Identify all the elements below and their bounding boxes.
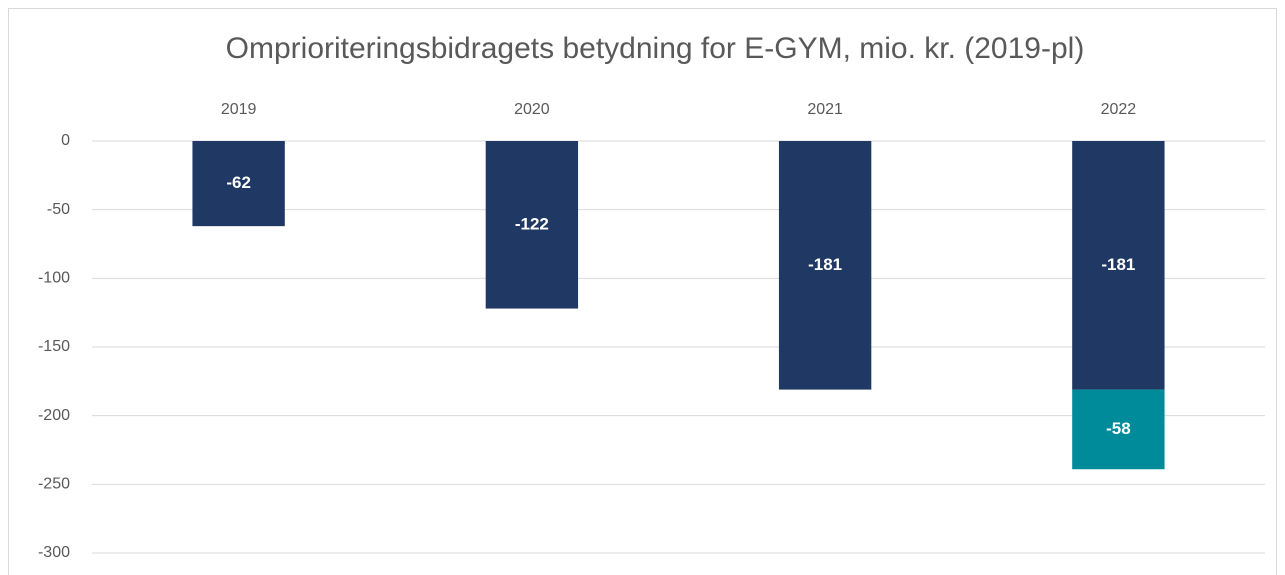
x-tick-label: 2021 (807, 101, 843, 118)
data-label: -122 (515, 214, 549, 233)
x-tick-label: 2019 (221, 101, 257, 118)
y-tick-label: -200 (38, 407, 70, 424)
y-tick-label: -50 (47, 201, 70, 218)
y-tick-label: -300 (38, 544, 70, 561)
bar (1072, 141, 1165, 390)
y-tick-label: -250 (38, 476, 70, 493)
bar (485, 141, 579, 309)
x-tick-label: 2020 (514, 101, 550, 118)
bar (778, 141, 872, 390)
y-tick-label: -100 (38, 270, 70, 287)
chart-title: Omprioriteringsbidragets betydning for E… (226, 32, 1085, 65)
x-tick-label: 2022 (1101, 101, 1137, 118)
bar (1072, 389, 1165, 470)
bar (192, 141, 285, 227)
data-label: -181 (808, 255, 842, 274)
data-label: -181 (1101, 255, 1135, 274)
chart-border (8, 8, 1277, 575)
data-label: -58 (1106, 419, 1131, 438)
y-tick-label: -150 (38, 338, 70, 355)
y-tick-label: 0 (61, 132, 70, 149)
data-label: -62 (226, 173, 251, 192)
